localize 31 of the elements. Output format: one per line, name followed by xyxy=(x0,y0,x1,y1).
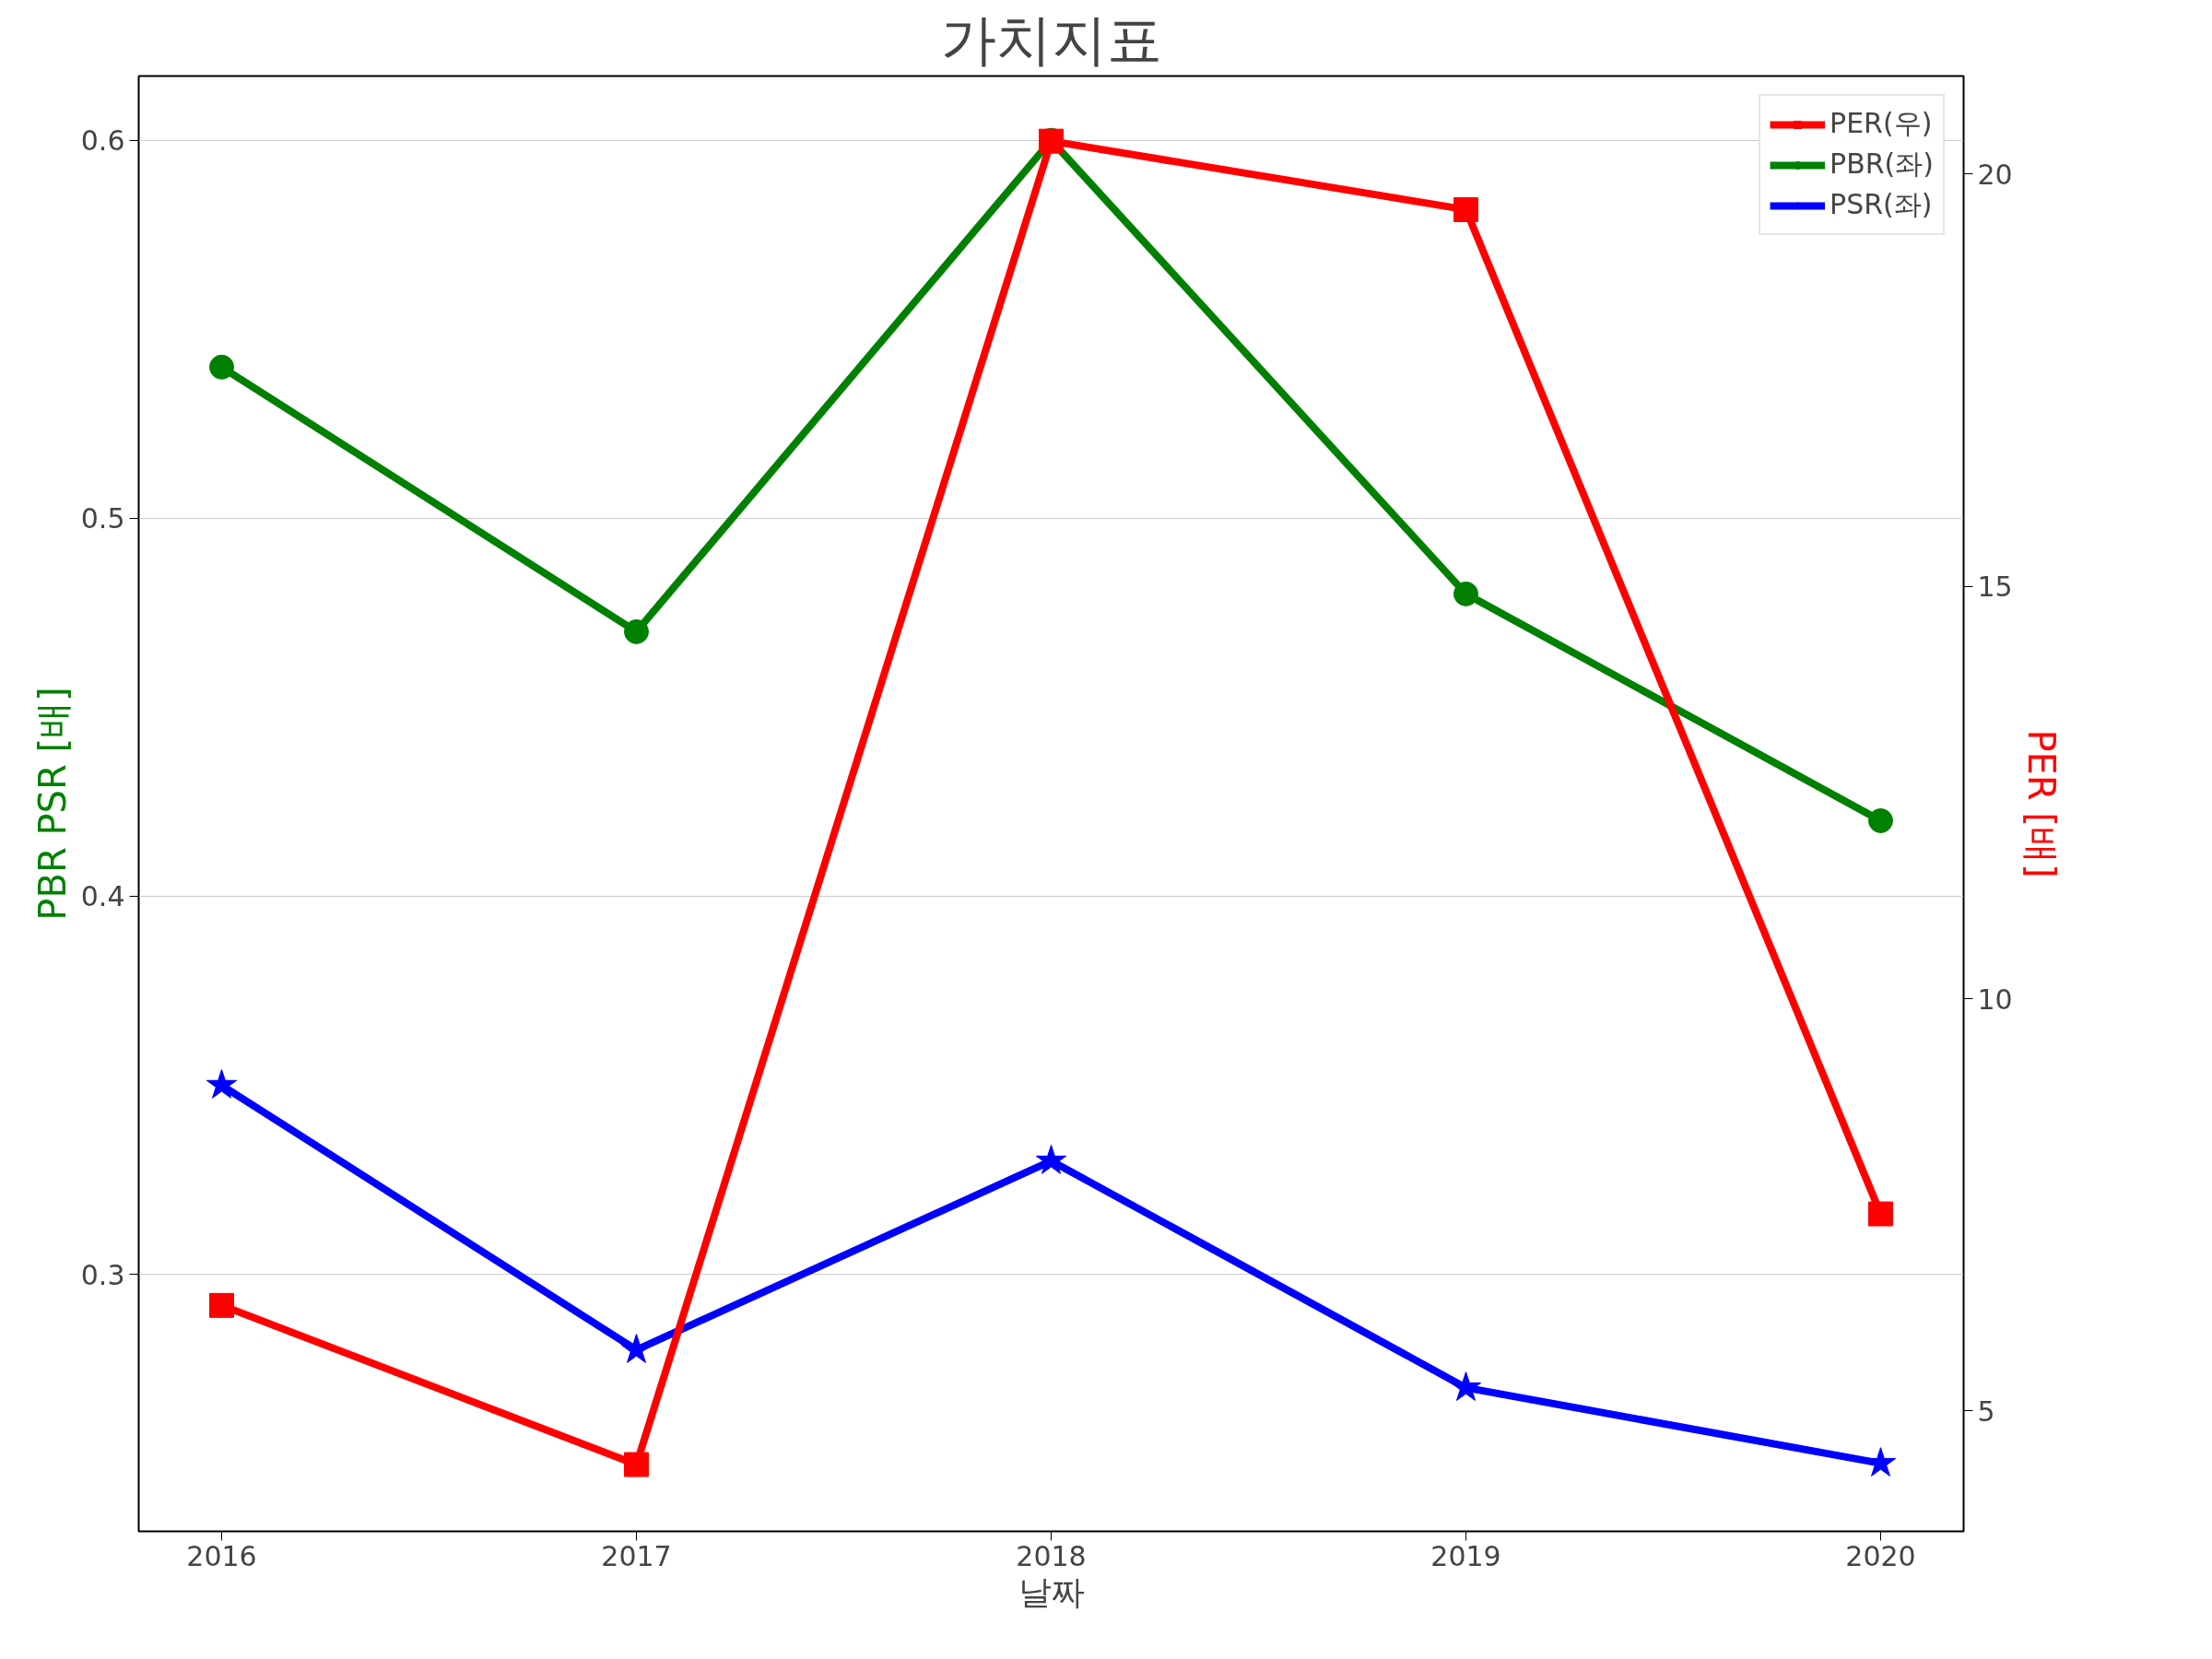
point xyxy=(206,1069,238,1099)
point xyxy=(1453,581,1478,606)
x-tick-label: 2019 xyxy=(1430,1539,1501,1572)
point xyxy=(1868,1201,1893,1227)
x-tick-label: 2020 xyxy=(1845,1539,1916,1572)
point xyxy=(1035,1145,1067,1174)
y2-axis-title: PER [배] xyxy=(2019,729,2063,878)
y-tick-label: 0.6 xyxy=(80,124,125,158)
chart-title: 가치지표 xyxy=(940,6,1162,72)
x-tick-label: 2016 xyxy=(186,1539,257,1572)
legend-label: PBR(좌) xyxy=(1830,147,1934,182)
x-axis-title: 날짜 xyxy=(1018,1572,1085,1611)
point xyxy=(209,354,234,380)
y2-tick-label: 10 xyxy=(1977,982,2013,1016)
y2-tick-label: 20 xyxy=(1977,158,2013,191)
point xyxy=(1450,1371,1482,1401)
y2-tick-label: 5 xyxy=(1977,1394,1995,1428)
y-axis-title: PBR PSR [배] xyxy=(30,687,74,921)
legend-label: PER(우) xyxy=(1830,106,1933,141)
y-tick-label: 0.5 xyxy=(80,502,125,535)
point xyxy=(1868,807,1893,833)
point xyxy=(209,1292,234,1318)
y2-tick-label: 15 xyxy=(1977,571,2013,604)
y-tick-label: 0.4 xyxy=(80,880,125,913)
x-tick-label: 2018 xyxy=(1016,1539,1087,1572)
y-tick-label: 0.3 xyxy=(80,1258,125,1291)
point xyxy=(1453,196,1478,222)
legend-label: PSR(좌) xyxy=(1830,187,1933,222)
point xyxy=(624,618,649,644)
x-tick-label: 2017 xyxy=(601,1539,672,1572)
point xyxy=(624,1452,649,1477)
